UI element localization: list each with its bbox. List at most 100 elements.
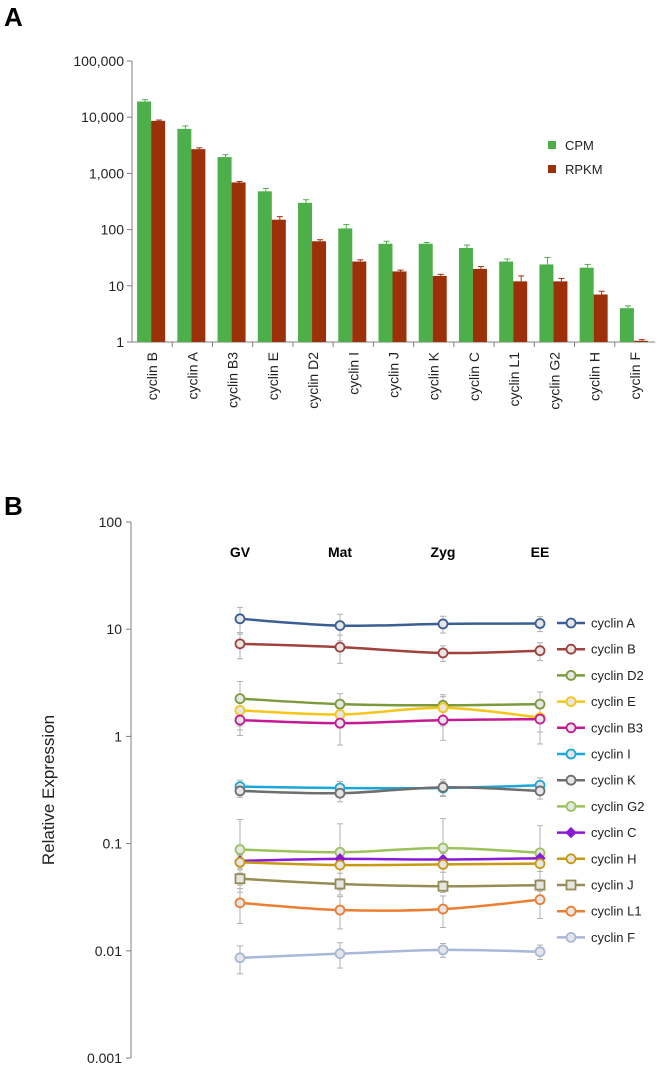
data-point-cyclin-d2 [234, 693, 246, 705]
data-point-cyclin-a [334, 620, 346, 632]
bar-rpkm [151, 120, 166, 342]
y-tick-label-a: 1,000 [89, 165, 124, 181]
series-line-cyclin-l1 [239, 898, 541, 912]
data-point-cyclin-l1 [534, 894, 546, 906]
category-label-a: cyclin I [345, 352, 361, 395]
category-label-a: cyclin D2 [305, 352, 321, 409]
data-point-cyclin-f [334, 948, 346, 960]
legend-label-cyclin-k: cyclin K [591, 773, 636, 788]
data-point-cyclin-b [534, 645, 546, 657]
category-label-a: cyclin F [627, 352, 643, 399]
data-point-cyclin-a [534, 618, 546, 629]
legend-label-cyclin-b3: cyclin B3 [591, 720, 643, 735]
bar-rpkm [553, 281, 568, 342]
bar-cpm [137, 101, 152, 342]
y-tick-label-a: 10 [108, 278, 124, 294]
y-tick-label-b: 0.001 [87, 1050, 122, 1066]
legend-marker-cyclin-i [565, 748, 577, 760]
bar-cpm [378, 243, 393, 342]
legend-label-cyclin-a: cyclin A [591, 616, 635, 631]
series-line-cyclin-g2 [239, 846, 541, 855]
y-tick-label-a: 10,000 [81, 109, 124, 125]
stage-label: Zyg [431, 544, 456, 560]
category-label-a: cyclin A [184, 351, 200, 399]
legend-label-cyclin-b: cyclin B [591, 642, 636, 657]
data-point-cyclin-l1 [437, 903, 449, 915]
panel-label-a: A [4, 2, 23, 32]
bar-cpm [338, 228, 353, 342]
bar-cpm [177, 128, 192, 342]
data-point-cyclin-h [234, 856, 246, 868]
category-label-a: cyclin B [144, 352, 160, 400]
legend-marker-cyclin-l1 [565, 905, 577, 917]
bar-rpkm [593, 294, 608, 342]
y-tick-label-b: 100 [99, 514, 123, 530]
category-label-a: cyclin K [426, 351, 442, 400]
legend-label-rpkm: RPKM [565, 162, 603, 177]
data-point-cyclin-j [334, 878, 346, 890]
data-point-cyclin-l1 [334, 904, 346, 916]
data-point-cyclin-e [334, 709, 346, 720]
data-point-cyclin-b3 [534, 713, 546, 725]
legend-marker-cyclin-d2 [565, 669, 577, 681]
series-line-cyclin-f [239, 948, 541, 960]
bar-rpkm [432, 275, 447, 342]
y-tick-label-a: 100 [101, 222, 125, 238]
series-line-cyclin-e [239, 706, 541, 719]
bar-cpm [217, 157, 232, 342]
legend-marker-cyclin-b3 [565, 722, 577, 734]
series-line-cyclin-c [239, 857, 541, 863]
data-point-cyclin-f [534, 946, 546, 958]
legend-label-cyclin-g2: cyclin G2 [591, 799, 644, 814]
series-line-cyclin-k [239, 786, 541, 795]
stage-label: Mat [328, 544, 352, 560]
data-point-cyclin-e [437, 702, 449, 714]
data-point-cyclin-f [437, 944, 449, 956]
data-point-cyclin-j [234, 873, 246, 885]
y-tick-label-b: 10 [106, 621, 122, 637]
series-line-cyclin-j [239, 877, 541, 888]
data-point-cyclin-h [334, 859, 346, 871]
bar-chart-a: A 1 10 100 1,000 10,000 100,000 cyclin B cyclin … [4, 2, 655, 410]
bar-rpkm [352, 261, 367, 342]
bar-rpkm [392, 271, 407, 342]
series-line-cyclin-h [239, 860, 541, 867]
data-point-cyclin-f [234, 952, 246, 964]
data-point-cyclin-b [437, 647, 449, 659]
bar-rpkm [231, 182, 246, 342]
bar-cpm [458, 248, 473, 342]
stage-label: GV [230, 544, 251, 560]
legend-marker-cyclin-k [565, 774, 577, 786]
legend-label-cyclin-d2: cyclin D2 [591, 668, 644, 683]
category-label-a: cyclin J [386, 352, 402, 398]
y-axis-label-b: Relative Expression [39, 715, 58, 865]
legend-marker-cyclin-h [565, 853, 577, 865]
legend-swatch-cpm [548, 141, 556, 149]
legend-marker-cyclin-a [565, 617, 577, 629]
category-label-a: cyclin H [587, 352, 603, 401]
bar-cpm [499, 261, 514, 342]
bar-cpm [539, 264, 554, 342]
stage-label: EE [531, 544, 550, 560]
y-tick-label-a: 100,000 [73, 53, 124, 69]
data-point-cyclin-g2 [437, 842, 449, 854]
data-point-cyclin-b3 [234, 714, 246, 726]
legend-marker-cyclin-j [565, 879, 577, 891]
data-point-cyclin-h [437, 858, 449, 870]
data-point-cyclin-e [234, 704, 246, 716]
series-line-cyclin-a [239, 617, 541, 628]
series-line-cyclin-b [239, 642, 541, 655]
legend-swatch-rpkm [548, 165, 556, 173]
bar-cpm [418, 243, 433, 342]
series-line-cyclin-i [239, 784, 541, 790]
legend-marker-cyclin-e [565, 696, 577, 708]
legend-label-cyclin-h: cyclin H [591, 851, 637, 866]
legend-marker-cyclin-g2 [565, 800, 577, 812]
data-point-cyclin-a [437, 618, 449, 630]
series-line-cyclin-d2 [239, 697, 541, 707]
data-point-cyclin-b [234, 638, 246, 650]
category-label-a: cyclin G2 [546, 352, 562, 410]
bar-cpm [619, 308, 634, 342]
legend-label-cyclin-f: cyclin F [591, 930, 635, 945]
legend-label-cyclin-i: cyclin I [591, 747, 631, 762]
